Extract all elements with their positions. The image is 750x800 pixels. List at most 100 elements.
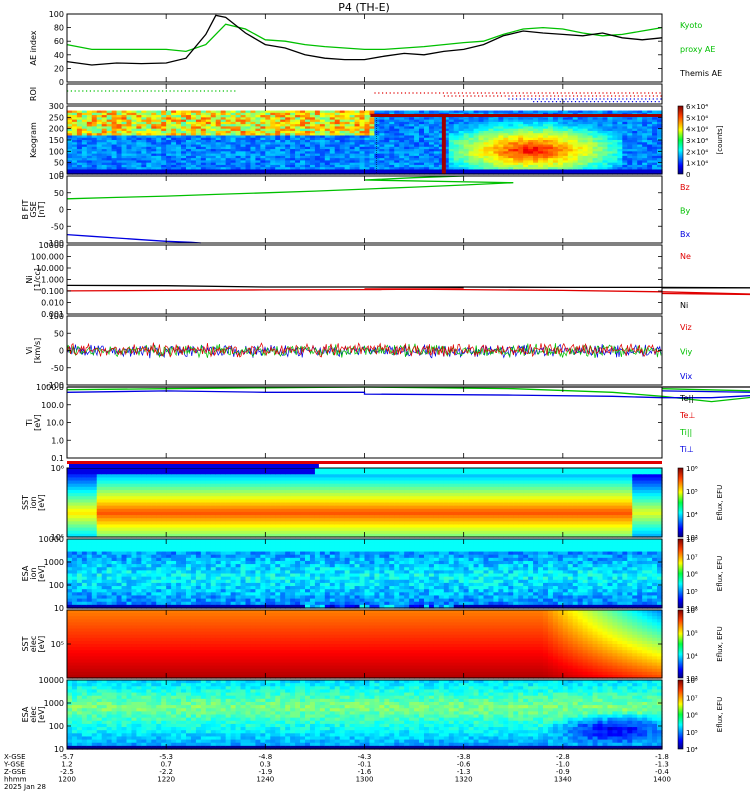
heat-cell <box>225 119 232 123</box>
heat-cell <box>354 133 361 137</box>
heat-cell <box>67 515 73 519</box>
heat-cell <box>329 133 336 137</box>
heat-cell <box>513 146 519 150</box>
heat-cell <box>488 142 495 146</box>
heat-cell <box>493 149 499 152</box>
heat-cell <box>319 124 326 127</box>
heat-cell <box>612 155 618 159</box>
heat-cell <box>67 140 73 143</box>
panel-frame <box>66 386 663 459</box>
heat-cell <box>136 505 142 510</box>
heat-cell <box>71 155 78 159</box>
heat-cell <box>632 169 638 173</box>
heat-cell <box>652 133 658 137</box>
heat-cell <box>106 530 113 535</box>
heat-cell <box>577 171 584 175</box>
heat-cell <box>285 483 291 488</box>
heat-cell <box>414 119 420 123</box>
heat-cell <box>141 124 147 127</box>
heat-cell <box>101 493 108 497</box>
heat-cell <box>91 144 98 148</box>
heat-cell <box>151 486 157 491</box>
heat-cell <box>290 106 296 109</box>
heat-cell <box>215 108 222 112</box>
heat-cell <box>136 527 142 532</box>
heat-cell <box>131 106 138 109</box>
heat-cell <box>166 493 172 497</box>
heat-cell <box>285 471 291 475</box>
heat-cell <box>300 489 306 494</box>
heat-cell <box>543 128 549 132</box>
heat-cell <box>190 468 197 472</box>
heat-cell <box>354 162 361 166</box>
heat-cell <box>319 108 326 112</box>
series-line <box>66 14 663 66</box>
legend-entry: Ti⊥ <box>679 445 694 454</box>
heat-cell <box>71 115 78 118</box>
heat-cell <box>116 126 123 130</box>
heat-cell <box>329 167 336 171</box>
heat-cell <box>166 499 172 504</box>
heat-cell <box>369 119 376 123</box>
heat-cell <box>146 508 152 513</box>
heat-cell <box>503 142 509 146</box>
heat-cell <box>637 117 643 121</box>
heat-cell <box>329 158 336 161</box>
heat-cell <box>572 149 579 152</box>
heat-cell <box>126 149 133 152</box>
heat-cell <box>394 153 400 157</box>
y-tick-label: 10.0 <box>46 419 64 428</box>
heat-cell <box>176 477 182 482</box>
heat-cell <box>602 155 609 159</box>
heat-cell <box>409 126 415 130</box>
heat-cell <box>195 486 202 491</box>
heat-cell <box>86 471 93 475</box>
heat-cell <box>240 474 247 479</box>
heat-cell <box>200 112 207 116</box>
heat-cell <box>612 169 618 173</box>
heat-cell <box>156 489 162 494</box>
heat-cell <box>409 153 415 157</box>
heat-cell <box>230 486 237 491</box>
heat-cell <box>533 140 539 143</box>
heat-cell <box>324 153 331 157</box>
heat-cell <box>329 135 336 139</box>
heat-cell <box>156 171 162 175</box>
heat-cell <box>448 164 455 168</box>
heat-cell <box>438 110 445 114</box>
heat-cell <box>473 108 480 112</box>
heat-cell <box>186 162 192 166</box>
heat-cell <box>290 515 296 519</box>
heat-cell <box>399 146 405 150</box>
heat-cell <box>116 164 123 168</box>
heat-cell <box>324 119 331 123</box>
heat-cell <box>265 477 271 482</box>
heat-cell <box>627 128 633 132</box>
heat-cell <box>513 151 519 155</box>
heat-cell <box>136 144 142 148</box>
heat-cell <box>344 155 351 159</box>
heat-cell <box>181 171 187 175</box>
heat-cell <box>255 126 261 130</box>
heat-cell <box>498 119 504 123</box>
heat-cell <box>255 518 261 522</box>
heat-cell <box>235 486 242 491</box>
heat-cell <box>76 149 83 152</box>
heat-cell <box>319 115 326 118</box>
heat-cell <box>463 128 470 132</box>
heat-cell <box>121 117 128 121</box>
heat-cell <box>552 133 559 137</box>
heat-cell <box>250 171 257 175</box>
heat-cell <box>557 162 564 166</box>
heat-cell <box>76 135 83 139</box>
heat-cell <box>438 124 445 127</box>
heat-cell <box>349 124 356 127</box>
heat-cell <box>438 128 445 132</box>
heat-cell <box>657 126 663 130</box>
heat-cell <box>131 142 138 146</box>
heat-cell <box>161 477 167 482</box>
heat-cell <box>314 126 321 130</box>
heat-cell <box>295 489 301 494</box>
heat-cell <box>260 489 266 494</box>
heat-cell <box>592 160 599 164</box>
